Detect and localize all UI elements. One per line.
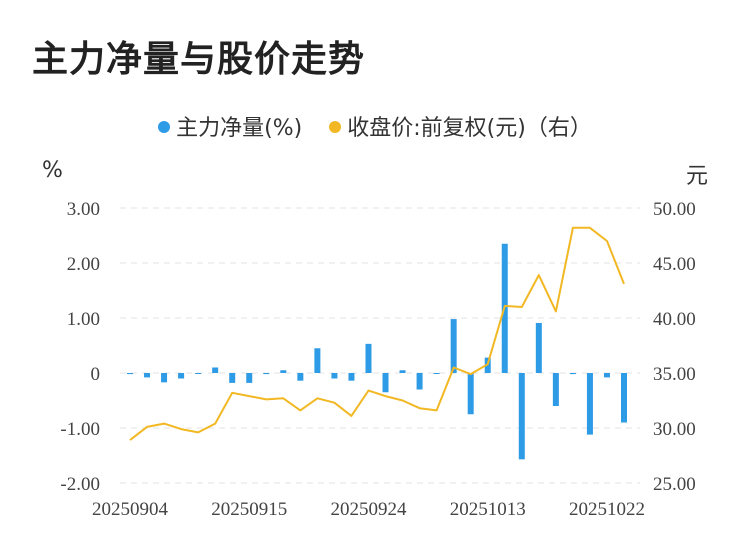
x-tick-label: 20250915 (211, 499, 287, 520)
y-right-tick-label: 40.00 (653, 309, 696, 330)
bar (621, 373, 627, 423)
bar (178, 373, 185, 379)
y-right-tick-label: 30.00 (653, 419, 696, 440)
bar (569, 373, 576, 375)
y-left-tick-label: -1.00 (60, 419, 100, 440)
y-left-tick-label: 3.00 (67, 199, 100, 220)
legend-label-close-price: 收盘价:前复权(元)（右） (347, 116, 592, 141)
y-right-tick-label: 35.00 (653, 364, 696, 385)
price-line (129, 226, 625, 441)
y-left-tick-label: 2.00 (67, 254, 100, 275)
bar (433, 373, 440, 374)
right-axis-unit: 元 (686, 164, 709, 189)
bar (535, 322, 542, 373)
bar (365, 343, 372, 373)
x-tick-label: 20251013 (450, 499, 526, 520)
y-left-tick-label: 0 (91, 364, 101, 385)
bar (603, 373, 610, 378)
bar (586, 373, 593, 435)
legend-line-dot-icon (329, 121, 342, 133)
bar (382, 373, 389, 393)
x-tick-label: 20250904 (92, 499, 169, 520)
left-axis-unit: % (42, 158, 63, 183)
bar (195, 373, 202, 374)
bar (416, 373, 423, 390)
legend-label-net-flow: 主力净量(%) (176, 116, 303, 141)
bar (331, 373, 338, 379)
bar (450, 319, 457, 373)
legend-item-close-price[interactable]: 收盘价:前复权(元)（右） (329, 110, 592, 142)
x-tick-label: 20251022 (569, 499, 645, 520)
y-left-tick-label: 1.00 (67, 309, 100, 330)
bar (229, 373, 236, 383)
y-right-tick-label: 50.00 (653, 199, 696, 220)
x-tick-label: 20250924 (330, 499, 407, 520)
bar (399, 370, 406, 373)
legend-bar-dot-icon (158, 121, 171, 133)
bar (348, 373, 355, 381)
chart-legend: 主力净量(%) 收盘价:前复权(元)（右） (0, 110, 750, 142)
bar (246, 373, 253, 383)
legend-item-net-flow[interactable]: 主力净量(%) (158, 110, 302, 142)
bar (297, 373, 304, 381)
bar (467, 373, 474, 415)
chart-title: 主力净量与股价走势 (32, 39, 366, 80)
y-left-tick-label: -2.00 (60, 474, 100, 495)
bar (280, 370, 287, 373)
bar (552, 373, 559, 406)
bar (127, 373, 133, 375)
bar (212, 367, 219, 373)
y-right-tick-label: 45.00 (653, 254, 696, 275)
bar (161, 373, 168, 383)
bar (314, 348, 321, 373)
bar (144, 373, 151, 378)
bar (518, 373, 525, 460)
bar (263, 373, 270, 375)
y-right-tick-label: 25.00 (653, 474, 696, 495)
